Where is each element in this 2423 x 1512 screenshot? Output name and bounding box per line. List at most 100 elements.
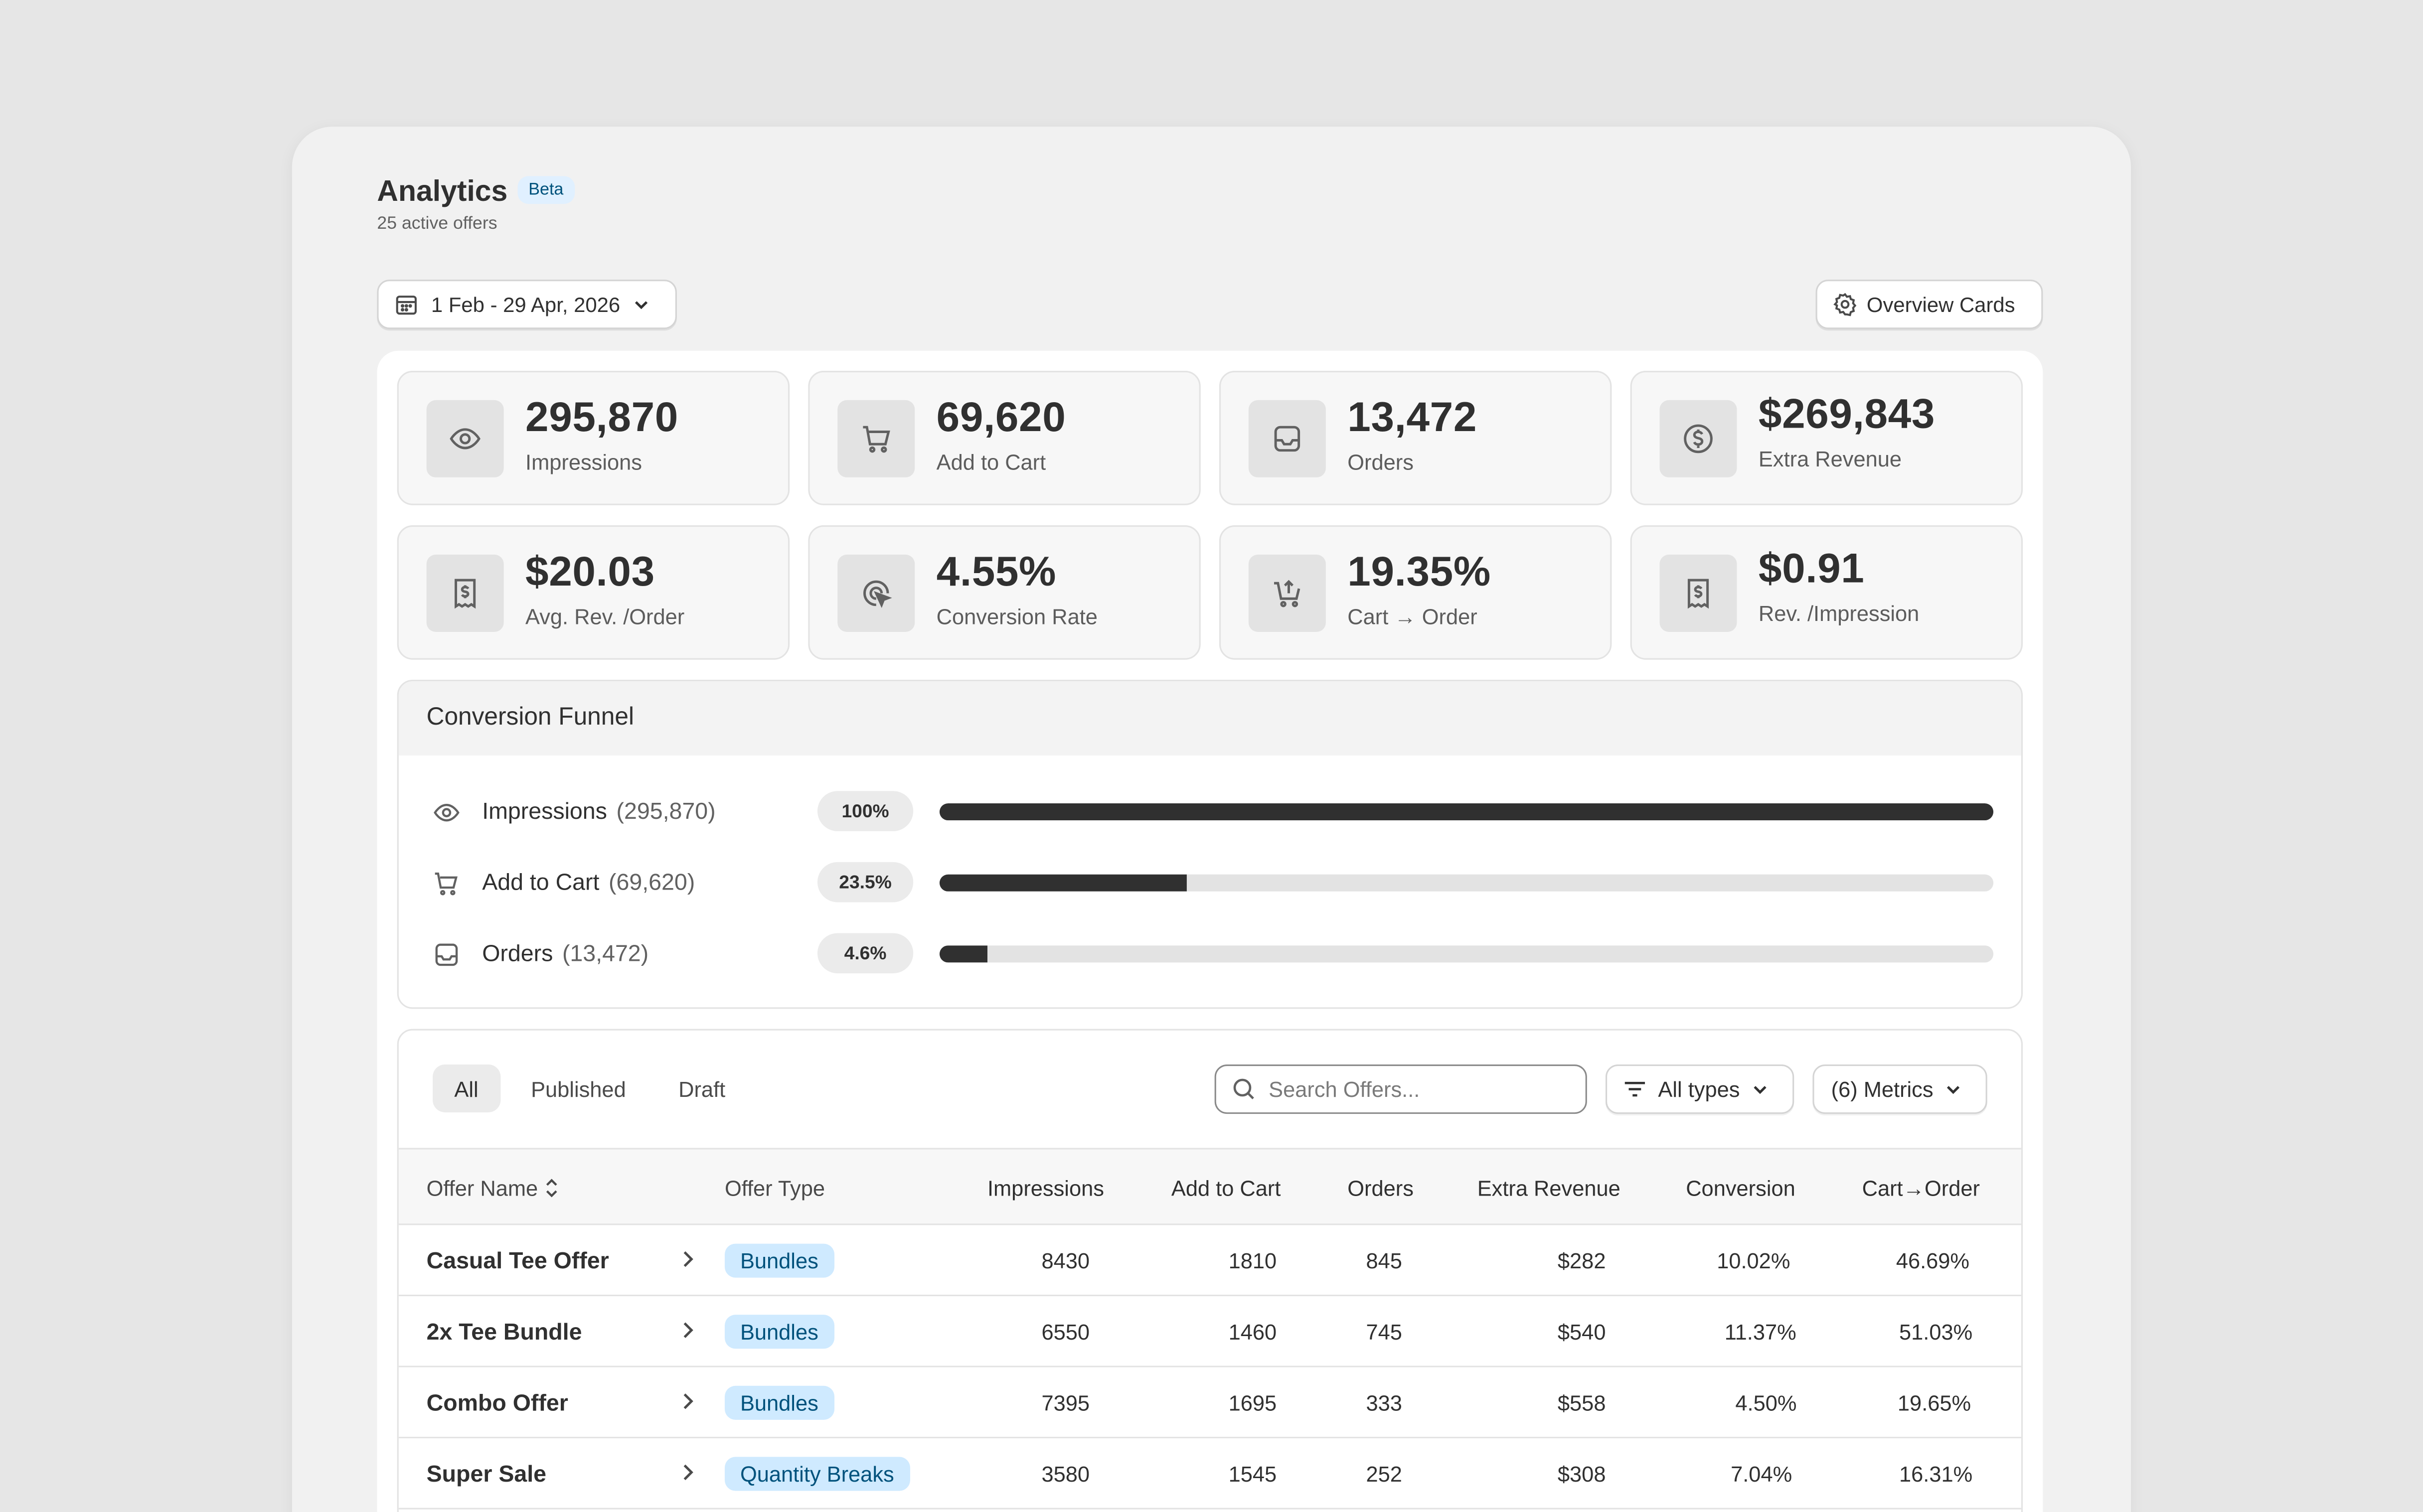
metric-label: Avg. Rev. /Order <box>525 604 685 629</box>
eye-icon <box>426 400 504 477</box>
chevron-right-icon[interactable] <box>678 1390 697 1412</box>
funnel-bar-fill <box>939 944 988 962</box>
column-label: Offer Name <box>426 1176 538 1201</box>
funnel-percent-badge: 100% <box>817 791 914 831</box>
cell-orders: 252 <box>1366 1461 1402 1487</box>
cell-add-to-cart: 1810 <box>1228 1248 1277 1273</box>
cart-icon <box>435 872 458 896</box>
sort-icon <box>546 1179 557 1198</box>
type-filter-button[interactable]: All types <box>1606 1064 1794 1114</box>
column-offer-name[interactable]: Offer Name <box>427 1176 560 1201</box>
tab-all[interactable]: All <box>433 1064 500 1113</box>
overview-cards-label: Overview Cards <box>1866 293 2015 316</box>
page-title: Analytics <box>377 176 508 209</box>
table-row[interactable]: Casual Tee Offer Bundles 8430 1810 845 $… <box>398 1225 2021 1296</box>
metric-value: $269,843 <box>1758 391 1936 438</box>
inbox-icon <box>1248 400 1326 477</box>
chevron-down-icon <box>1947 1086 1960 1094</box>
cell-orders: 745 <box>1366 1319 1402 1345</box>
cell-cart-order: 16.31% <box>1899 1461 1973 1487</box>
chevron-down-icon <box>636 301 648 309</box>
column-impressions: Impressions <box>987 1176 1104 1201</box>
app-window: Analytics Beta 25 active offers 1 Feb - … <box>292 127 2131 1512</box>
cell-add-to-cart: 1695 <box>1228 1390 1277 1415</box>
funnel-percent-badge: 23.5% <box>817 862 914 903</box>
metric-label: Rev. /Impression <box>1758 601 1920 626</box>
metric-card-impressions: 295,870 Impressions <box>397 371 790 505</box>
offer-type-badge: Bundles <box>724 1243 834 1278</box>
metric-value: $0.91 <box>1758 545 1865 592</box>
chevron-right-icon[interactable] <box>678 1248 697 1270</box>
cart-icon <box>837 400 915 477</box>
cell-add-to-cart: 1545 <box>1228 1461 1277 1487</box>
offer-type-badge: Bundles <box>724 1385 834 1420</box>
metric-cards: 295,870 Impressions 69,620 Add to Cart 1… <box>397 371 2023 660</box>
inbox-icon <box>435 943 458 966</box>
metric-card-orders: 13,472 Orders <box>1219 371 1612 505</box>
cell-orders: 845 <box>1366 1248 1402 1273</box>
funnel-bar-track <box>939 874 1994 891</box>
cell-extra-revenue: $308 <box>1557 1461 1606 1487</box>
column-add-to-cart: Add to Cart <box>1171 1176 1281 1201</box>
table-row[interactable]: 2x Tee Bundle Bundles 6550 1460 745 $540… <box>398 1296 2021 1367</box>
gear-icon <box>1833 293 1857 316</box>
funnel-percent-badge: 4.6% <box>817 933 914 974</box>
funnel-stage-name: Impressions (295,870) <box>482 798 715 824</box>
cell-impressions: 7395 <box>1041 1390 1090 1415</box>
search-input[interactable]: Search Offers... <box>1214 1064 1587 1114</box>
metric-label: Cart → Order <box>1347 604 1477 629</box>
metric-card-cart-to-order: 19.35% Cart → Order <box>1219 525 1612 660</box>
funnel-stage-name: Orders (13,472) <box>482 940 648 966</box>
cart-up-icon <box>1248 554 1326 632</box>
metric-value: 13,472 <box>1347 394 1477 441</box>
metrics-label: (6) Metrics <box>1831 1076 1934 1102</box>
funnel-stage-count: (69,620) <box>609 869 695 896</box>
chevron-down-icon <box>1754 1086 1767 1094</box>
metric-card-extra-revenue: $269,843 Extra Revenue <box>1630 371 2023 505</box>
metric-card-revenue-impression: $0.91 Rev. /Impression <box>1630 525 2023 660</box>
tab-draft[interactable]: Draft <box>678 1076 726 1101</box>
cell-impressions: 3580 <box>1041 1461 1090 1487</box>
funnel-row-orders: Orders (13,472) 4.6% <box>399 930 2021 976</box>
offer-name[interactable]: Combo Offer <box>426 1390 568 1417</box>
cell-extra-revenue: $540 <box>1557 1319 1606 1345</box>
column-cart-order: Cart→Order <box>1862 1176 1980 1201</box>
metric-label: Extra Revenue <box>1758 446 1902 471</box>
overview-cards-button[interactable]: Overview Cards <box>1815 280 2043 329</box>
table-row[interactable]: Super Sale Quantity Breaks 3580 1545 252… <box>398 1438 2021 1510</box>
column-offer-type: Offer Type <box>724 1176 825 1201</box>
cell-conversion: 7.04% <box>1731 1461 1792 1487</box>
offer-name[interactable]: Super Sale <box>426 1461 547 1488</box>
metric-card-conversion-rate: 4.55% Conversion Rate <box>808 525 1201 660</box>
cell-cart-order: 19.65% <box>1897 1390 1971 1415</box>
dollar-circle-icon <box>1659 400 1737 477</box>
search-icon <box>1233 1078 1254 1099</box>
beta-badge: Beta <box>517 176 575 204</box>
chevron-right-icon[interactable] <box>678 1319 697 1341</box>
cell-add-to-cart: 1460 <box>1228 1319 1277 1345</box>
page-subtitle: 25 active offers <box>377 214 497 234</box>
table-row[interactable]: Combo Offer Bundles 7395 1695 333 $558 4… <box>398 1367 2021 1439</box>
date-range-label: 1 Feb - 29 Apr, 2026 <box>431 293 621 316</box>
funnel-stage-count: (13,472) <box>562 940 649 967</box>
offer-name[interactable]: 2x Tee Bundle <box>426 1319 582 1346</box>
calendar-icon <box>396 296 417 315</box>
table-header: Offer Name Offer Type Impressions Add to… <box>398 1148 2021 1225</box>
type-filter-label: All types <box>1658 1076 1740 1102</box>
column-extra-revenue: Extra Revenue <box>1477 1176 1620 1201</box>
date-range-button[interactable]: 1 Feb - 29 Apr, 2026 <box>377 280 677 329</box>
metric-label: Impressions <box>525 450 642 474</box>
cell-impressions: 6550 <box>1041 1319 1090 1345</box>
tab-published[interactable]: Published <box>531 1076 626 1101</box>
cell-orders: 333 <box>1366 1390 1402 1415</box>
chevron-right-icon[interactable] <box>678 1462 697 1483</box>
metrics-button[interactable]: (6) Metrics <box>1812 1064 1987 1114</box>
offer-name[interactable]: Casual Tee Offer <box>426 1248 609 1275</box>
funnel-bar-fill <box>939 802 1994 820</box>
metric-card-avg-revenue-order: $20.03 Avg. Rev. /Order <box>397 525 790 660</box>
conversion-funnel: Conversion Funnel Impressions (295,870) 1… <box>397 680 2023 1009</box>
column-orders: Orders <box>1347 1176 1414 1201</box>
metric-value: 295,870 <box>525 394 678 441</box>
offer-type-badge: Bundles <box>724 1315 834 1349</box>
metric-value: 19.35% <box>1347 548 1491 595</box>
